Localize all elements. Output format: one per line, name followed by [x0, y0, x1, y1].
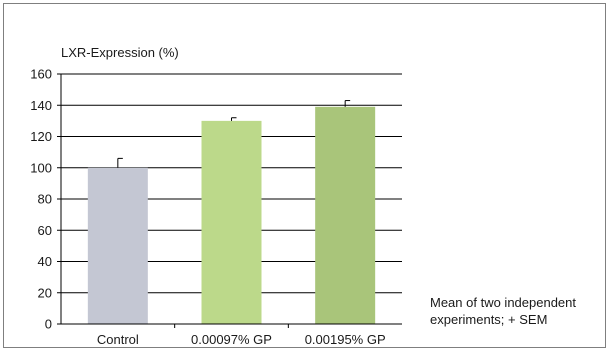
bar [87, 167, 148, 324]
y-axis-label: LXR-Expression (%) [61, 45, 179, 60]
bar [201, 120, 262, 324]
bars [87, 100, 376, 324]
x-tick-label: 0.00195% GP [305, 332, 386, 347]
bar-chart: LXR-Expression (%) 0 20 40 60 80 100 120 140 160… [30, 45, 402, 347]
chart-frame: LXR-Expression (%) 0 20 40 60 80 100 120 140 160… [3, 3, 606, 348]
x-tick-labels: Control 0.00097% GP 0.00195% GP [97, 332, 386, 347]
y-tick-label: 120 [30, 129, 52, 144]
y-tick-label: 160 [30, 67, 52, 82]
x-tick-label: 0.00097% GP [191, 332, 272, 347]
y-tick-label: 20 [38, 285, 52, 300]
bar [315, 106, 376, 324]
note-line-2: experiments; + SEM [430, 312, 548, 327]
y-tick-label: 80 [38, 192, 52, 207]
chart-note: Mean of two independent experiments; + S… [430, 294, 606, 328]
y-tick-labels: 0 20 40 60 80 100 120 140 160 [30, 67, 52, 332]
y-tick-label: 140 [30, 98, 52, 113]
note-line-1: Mean of two independent [430, 295, 576, 310]
axes [57, 73, 402, 328]
y-tick-label: 0 [45, 317, 52, 332]
y-tick-label: 100 [30, 160, 52, 175]
y-tick-label: 40 [38, 254, 52, 269]
x-tick-label: Control [97, 332, 139, 347]
y-tick-label: 60 [38, 223, 52, 238]
